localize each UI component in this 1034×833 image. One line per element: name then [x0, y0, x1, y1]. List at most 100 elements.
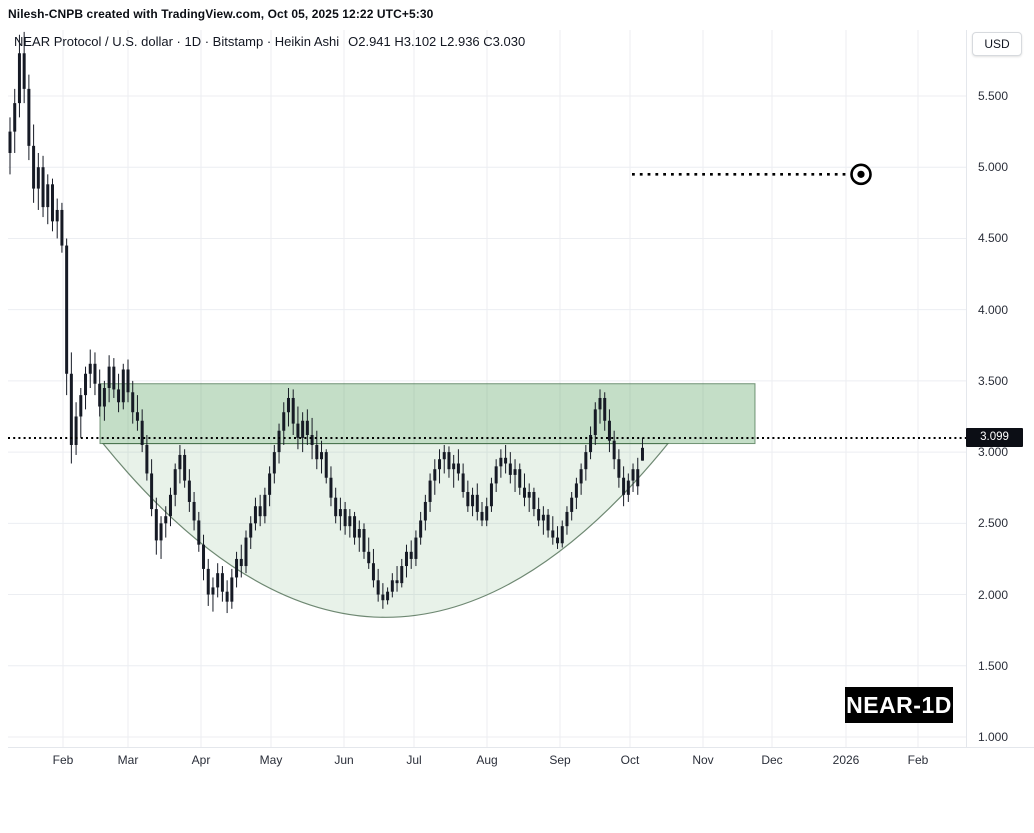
candle-body [320, 452, 324, 460]
candle-body [253, 506, 257, 524]
time-tick-label: Jul [406, 753, 422, 767]
price-tick-label: 3.000 [978, 445, 1009, 460]
candle-body [556, 537, 560, 544]
chart-legend: NEAR Protocol / U.S. dollar · 1D · Bitst… [14, 34, 525, 49]
candle-body [301, 420, 305, 438]
candle-body [414, 537, 418, 559]
candle-body [357, 529, 361, 538]
candle-body [541, 514, 545, 521]
candle-body [508, 463, 512, 475]
candle-body [36, 167, 40, 189]
candle-body [452, 463, 456, 470]
price-tick-label: 1.000 [978, 729, 1009, 744]
candle-body [593, 409, 597, 436]
candle-body [390, 580, 394, 592]
candle-body [631, 469, 635, 481]
candle-body [409, 551, 413, 559]
candle-body [560, 526, 564, 544]
price-tick-label: 2.500 [978, 516, 1009, 531]
candle-body [447, 452, 451, 470]
candle-body [225, 591, 229, 602]
price-tick-label: 1.500 [978, 658, 1009, 673]
candle-body [305, 420, 309, 436]
candle-body [640, 447, 644, 461]
candle-body [69, 373, 73, 445]
candle-body [343, 509, 347, 527]
time-tick-label: Jun [334, 753, 354, 767]
candle-body [60, 209, 64, 246]
candle-body [546, 514, 550, 531]
price-chart-canvas[interactable] [0, 0, 1034, 775]
candle-body [74, 416, 78, 445]
candle-body [216, 573, 220, 588]
candle-body [112, 366, 116, 390]
candle-body [386, 591, 390, 601]
candle-body [400, 566, 404, 584]
ohlc-values: O2.941 H3.102 L2.936 C3.030 [348, 34, 526, 49]
price-tick-label: 3.500 [978, 373, 1009, 388]
candle-body [348, 516, 352, 527]
symbol-interval-watermark: NEAR-1D [845, 687, 953, 723]
candle-body [607, 420, 611, 441]
candle-body [471, 494, 475, 507]
footer: TradingView [0, 775, 1034, 833]
candle-body [565, 511, 569, 527]
time-axis[interactable]: Feb Mar Apr May Jun Jul Aug Sep Oct Nov Dec 2026 Feb [0, 748, 966, 774]
time-axis-separator [8, 747, 1034, 748]
candle-body [41, 167, 45, 208]
candle-body [537, 509, 541, 521]
candle-body [187, 480, 191, 502]
currency-unit-button[interactable]: USD [972, 32, 1022, 56]
candle-body [291, 397, 295, 424]
candle-body [88, 363, 92, 374]
candle-body [126, 369, 130, 393]
candle-body [438, 459, 442, 470]
candle-body [428, 480, 432, 502]
candle-body [310, 435, 314, 445]
candle-body [268, 473, 272, 495]
candle-body [32, 145, 36, 189]
candle-body [395, 580, 399, 584]
time-tick-label: Feb [52, 753, 74, 767]
candle-body [239, 558, 243, 567]
candle-body [485, 506, 489, 521]
candle-body [371, 563, 375, 581]
candle-body [107, 366, 111, 389]
candle-body [329, 477, 333, 498]
candle-body [574, 483, 578, 498]
candle-body [622, 477, 626, 495]
candle-body [466, 491, 470, 507]
price-tick-label: 4.000 [978, 302, 1009, 317]
candle-body [140, 420, 144, 445]
candle-body [8, 131, 12, 153]
candle-body [315, 444, 319, 460]
candle-body [376, 580, 380, 595]
candle-body [419, 520, 423, 538]
symbol-title[interactable]: NEAR Protocol / U.S. dollar · 1D · Bitst… [14, 34, 340, 49]
snapshot-attribution: Nilesh-CNPB created with TradingView.com… [8, 7, 434, 21]
candle-body [192, 501, 196, 521]
candle-body [334, 497, 338, 517]
candle-body [480, 511, 484, 521]
candle-body [164, 516, 168, 524]
candle-body [46, 184, 50, 208]
price-tick-label: 2.000 [978, 587, 1009, 602]
candle-body [145, 444, 149, 474]
candle-body [22, 53, 26, 89]
candle-body [433, 469, 437, 481]
candle-body [603, 397, 607, 421]
candle-body [367, 551, 371, 564]
candle-body [79, 395, 83, 417]
candle-body [527, 491, 531, 498]
candle-body [404, 551, 408, 567]
price-axis[interactable]: 5.500 5.000 4.500 4.000 3.500 3.000 2.500 2.000… [966, 0, 1034, 775]
candle-body [636, 469, 640, 487]
candle-body [584, 452, 588, 470]
candle-body [489, 483, 493, 507]
candle-body [272, 452, 276, 474]
price-tick-label: 5.000 [978, 160, 1009, 175]
candle-body [277, 430, 281, 453]
candle-body [183, 454, 187, 481]
candle-body [522, 487, 526, 498]
